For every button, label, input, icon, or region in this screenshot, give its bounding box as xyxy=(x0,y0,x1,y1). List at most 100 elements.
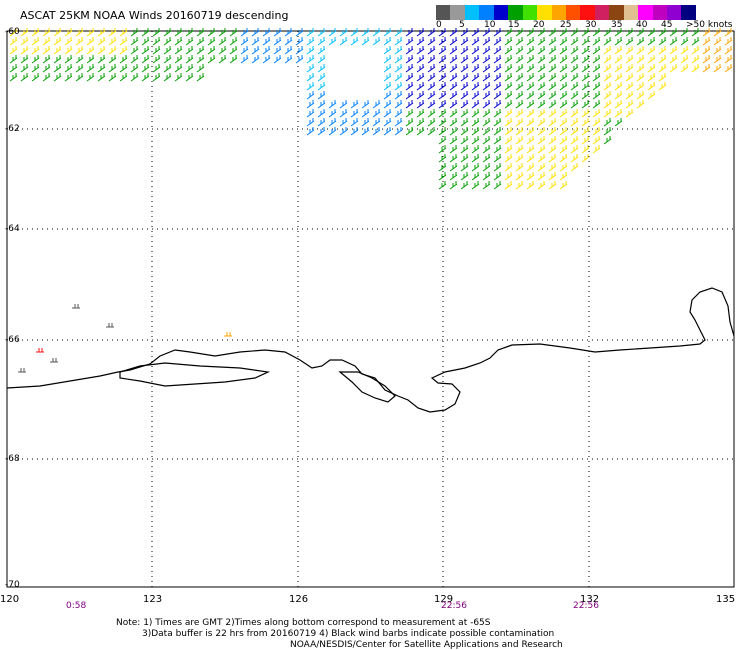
wind-barb xyxy=(53,55,62,64)
wind-barb xyxy=(471,118,480,127)
wind-barb xyxy=(570,163,579,172)
wind-barb xyxy=(691,37,700,46)
wind-barb xyxy=(559,181,568,190)
wind-barb xyxy=(53,64,62,73)
wind-barb xyxy=(383,109,392,118)
wind-barb xyxy=(537,172,546,181)
wind-barb xyxy=(581,118,590,127)
wind-barb xyxy=(86,46,95,55)
wind-barb xyxy=(537,181,546,190)
wind-barb xyxy=(416,82,425,91)
wind-barb xyxy=(449,181,458,190)
wind-barb xyxy=(526,109,535,118)
wind-barb xyxy=(625,28,634,37)
wind-barb xyxy=(592,64,601,73)
wind-barb xyxy=(603,91,612,100)
wind-barb xyxy=(416,28,425,37)
wind-barb xyxy=(196,55,205,64)
wind-barb xyxy=(614,64,623,73)
wind-barb xyxy=(295,46,304,55)
wind-barb xyxy=(438,100,447,109)
wind-barb xyxy=(493,145,502,154)
wind-barb xyxy=(317,28,326,37)
wind-barb xyxy=(460,181,469,190)
wind-barb xyxy=(724,46,733,55)
wind-barb xyxy=(537,73,546,82)
wind-barb xyxy=(702,37,711,46)
wind-barb xyxy=(592,91,601,100)
wind-barb xyxy=(86,37,95,46)
wind-barb xyxy=(713,55,722,64)
wind-barb xyxy=(515,64,524,73)
wind-barb xyxy=(636,46,645,55)
wind-barb xyxy=(86,55,95,64)
wind-barb xyxy=(405,118,414,127)
wind-barb xyxy=(174,37,183,46)
wind-barb xyxy=(482,91,491,100)
wind-barb xyxy=(317,37,326,46)
wind-barb xyxy=(108,37,117,46)
wind-barb xyxy=(482,145,491,154)
wind-barb xyxy=(196,37,205,46)
wind-barb xyxy=(416,118,425,127)
wind-barb xyxy=(537,28,546,37)
wind-barb xyxy=(526,118,535,127)
wind-barb xyxy=(207,46,216,55)
scale-swatch xyxy=(565,5,581,20)
wind-barb xyxy=(50,358,58,363)
wind-barb xyxy=(97,64,106,73)
wind-barb xyxy=(559,172,568,181)
wind-barb xyxy=(350,37,359,46)
wind-barb xyxy=(713,28,722,37)
wind-barb xyxy=(625,109,634,118)
wind-barb xyxy=(548,64,557,73)
wind-barb xyxy=(416,91,425,100)
wind-barb xyxy=(493,181,502,190)
wind-barb xyxy=(526,145,535,154)
product-title: ASCAT 25KM NOAA Winds 20160719 descendin… xyxy=(20,9,289,22)
graticule xyxy=(7,31,734,587)
wind-barb xyxy=(339,37,348,46)
wind-barb xyxy=(416,73,425,82)
wind-barb xyxy=(548,28,557,37)
wind-barb xyxy=(251,37,260,46)
wind-barb xyxy=(658,46,667,55)
lon-label: 129 xyxy=(434,594,454,605)
wind-barb xyxy=(592,73,601,82)
wind-barb xyxy=(570,100,579,109)
wind-barb xyxy=(493,82,502,91)
wind-barb xyxy=(394,46,403,55)
wind-barb xyxy=(493,64,502,73)
wind-barb xyxy=(493,154,502,163)
wind-barb xyxy=(416,46,425,55)
wind-barb xyxy=(493,73,502,82)
wind-barb xyxy=(416,100,425,109)
wind-barb xyxy=(471,127,480,136)
wind-barb xyxy=(394,118,403,127)
wind-barb xyxy=(306,100,315,109)
wind-barb xyxy=(75,46,84,55)
wind-barb xyxy=(427,64,436,73)
wind-barb xyxy=(97,73,106,82)
scale-swatch xyxy=(594,5,610,20)
wind-barb xyxy=(570,55,579,64)
wind-barb xyxy=(97,37,106,46)
wind-barb xyxy=(438,127,447,136)
wind-barb xyxy=(504,64,513,73)
wind-barb xyxy=(449,64,458,73)
scale-label: 5 xyxy=(459,20,465,30)
wind-barb xyxy=(438,64,447,73)
wind-barb xyxy=(592,136,601,145)
wind-barb xyxy=(614,100,623,109)
wind-barb xyxy=(526,55,535,64)
wind-barb xyxy=(647,55,656,64)
wind-barb xyxy=(537,82,546,91)
wind-barb xyxy=(306,64,315,73)
wind-barb xyxy=(537,37,546,46)
wind-barb xyxy=(163,46,172,55)
wind-barb xyxy=(9,73,18,82)
antarctic-coastline xyxy=(6,287,735,413)
wind-barb xyxy=(559,136,568,145)
wind-barb xyxy=(548,145,557,154)
wind-barb xyxy=(713,64,722,73)
